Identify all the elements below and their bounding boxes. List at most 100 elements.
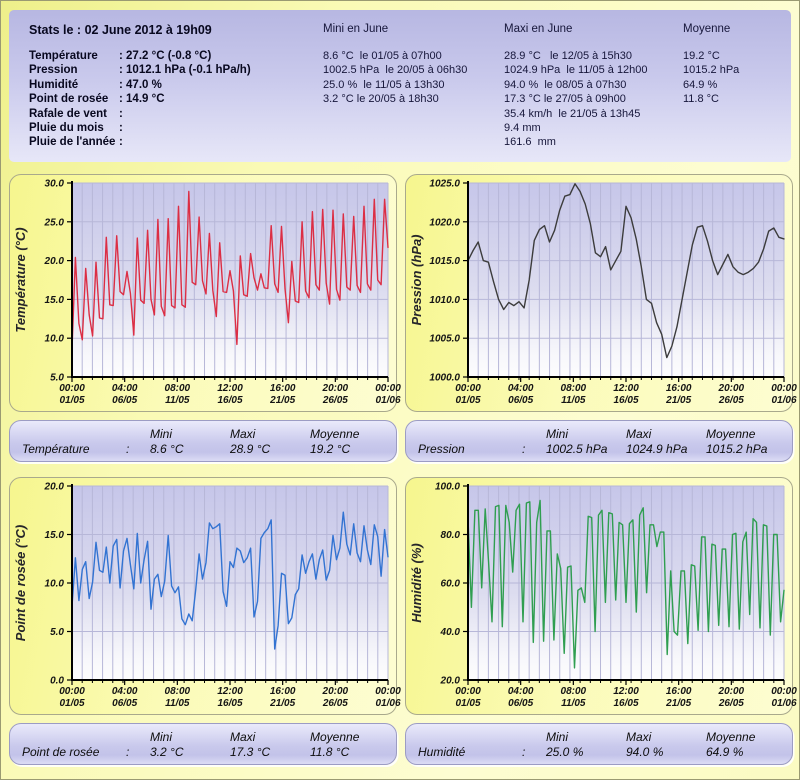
summary-header-maxi: Maxi: [626, 426, 652, 441]
x-tick-time: 00:00: [375, 686, 401, 697]
stat-current: :: [119, 136, 123, 149]
summary-label: Température: [22, 441, 90, 456]
stat-moyenne: 1015.2 hPa: [683, 64, 740, 77]
y-axis-title: Point de rosée (°C): [13, 525, 28, 641]
y-tick-label: 100.0: [435, 482, 460, 493]
summary-colon: :: [126, 744, 130, 759]
stat-mini: [323, 107, 504, 121]
summary-header-moyenne: Moyenne: [706, 729, 756, 744]
summary-maxi-value: 17.3 °C: [230, 744, 271, 759]
humidity-chart-panel: 20.0 40.0 60.0 80.0 100.0 00:00 01/05 04:00 06/0…: [405, 477, 797, 715]
x-tick-time: 12:00: [217, 686, 243, 697]
x-tick-time: 08:00: [561, 686, 587, 697]
y-tick-label: 5.0: [50, 373, 64, 384]
y-tick-label: 1000.0: [429, 373, 460, 384]
y-tick-label: 10.0: [45, 579, 65, 590]
x-tick-time: 12:00: [217, 383, 243, 394]
stat-mini: 3.2 °C le 20/05 à 18h30: [323, 93, 439, 106]
column-header-maxi: Maxi en June: [504, 23, 573, 35]
x-tick-time: 00:00: [771, 383, 797, 394]
summary-maxi-value: 94.0 %: [626, 744, 664, 759]
temperature-chart: 5.0 10.0 15.0 20.0 25.0 30.0 00:00 01/05 04:00 06…: [10, 177, 401, 411]
stat-maxi: 28.9 °C le 12/05 à 15h30: [504, 50, 632, 62]
stat-row: Température: 27.2 °C (-0.8 °C) 8.6 °C le …: [29, 49, 783, 63]
stat-current: : 1012.1 hPa (-0.1 hPa/h): [119, 64, 251, 77]
x-tick-time: 00:00: [375, 383, 401, 394]
pressure-block: 1000.0 1005.0 1010.0 1015.0 1020.0 1025.0 00:0…: [405, 174, 797, 462]
x-tick-time: 08:00: [561, 383, 587, 394]
x-tick-date: 11/05: [561, 395, 586, 406]
y-tick-label: 0.0: [50, 676, 64, 687]
y-tick-label: 5.0: [50, 627, 64, 638]
y-axis-title: Pression (hPa): [409, 234, 424, 325]
x-tick-time: 00:00: [59, 686, 85, 697]
x-tick-time: 04:00: [508, 383, 534, 394]
dewpoint-chart-svg: 0.05.010.015.020.000:0001/0504:0006/0508…: [13, 482, 401, 710]
stat-maxi: 17.3 °C le 27/05 à 09h00: [504, 93, 626, 106]
x-tick-date: 16/05: [613, 698, 638, 709]
y-tick-label: 20.0: [44, 256, 65, 267]
charts-grid: 5.0 10.0 15.0 20.0 25.0 30.0 00:00 01/05 04:00 06…: [9, 174, 797, 765]
dewpoint-block: 0.0 5.0 10.0 15.0 20.0 00:00 01/05 04:00 06/05 08…: [9, 477, 401, 765]
x-tick-time: 16:00: [270, 383, 296, 394]
summary-header-moyenne: Moyenne: [310, 426, 360, 441]
stat-moyenne: 64.9 %: [683, 78, 718, 91]
summary-header-maxi: Maxi: [230, 426, 256, 441]
humidity-summary-bar: Mini Maxi Moyenne Humidité : 25.0 % 94.0…: [405, 723, 793, 765]
stat-mini: 25.0 % le 11/05 à 13h30: [323, 78, 445, 91]
stat-label: Pluie du mois: [29, 122, 104, 135]
x-tick-date: 06/05: [112, 698, 137, 709]
x-tick-date: 11/05: [165, 698, 190, 709]
stat-maxi: 9.4 mm: [504, 122, 541, 135]
humidity-block: 20.0 40.0 60.0 80.0 100.0 00:00 01/05 04:00 06/0…: [405, 477, 797, 765]
summary-colon: :: [522, 441, 526, 456]
stat-moyenne: [683, 135, 783, 149]
stat-label: Pression: [29, 64, 78, 77]
stat-mini: [323, 121, 504, 135]
x-tick-time: 04:00: [112, 383, 138, 394]
x-tick-time: 12:00: [613, 686, 639, 697]
x-tick-date: 01/06: [375, 395, 400, 406]
x-tick-date: 01/06: [771, 698, 796, 709]
stat-moyenne: [683, 121, 783, 135]
y-tick-label: 1025.0: [429, 179, 460, 190]
x-tick-time: 20:00: [322, 383, 349, 394]
x-tick-time: 20:00: [718, 686, 745, 697]
stat-moyenne: 11.8 °C: [683, 93, 719, 106]
summary-mini-value: 3.2 °C: [150, 744, 184, 759]
summary-mini-value: 1002.5 hPa: [546, 441, 608, 456]
stats-header-title-row: Stats le : 02 June 2012 à 19h09 Mini en …: [29, 23, 783, 37]
stat-mini: [323, 135, 504, 149]
column-header-moyenne: Moyenne: [683, 23, 731, 35]
y-axis-title: Humidité (%): [409, 543, 424, 622]
dewpoint-summary-bar: Mini Maxi Moyenne Point de rosée : 3.2 °…: [9, 723, 397, 765]
stat-maxi: 35.4 km/h le 21/05 à 13h45: [504, 107, 641, 120]
x-tick-date: 26/05: [322, 395, 348, 406]
stat-label: Pluie de l'année: [29, 136, 116, 149]
x-tick-date: 21/05: [665, 395, 691, 406]
x-tick-date: 11/05: [165, 395, 190, 406]
stat-mini: 8.6 °C le 01/05 à 07h00: [323, 50, 442, 62]
summary-header-maxi: Maxi: [230, 729, 256, 744]
stat-maxi: 161.6 mm: [504, 136, 556, 149]
y-axis-title: Température (°C): [13, 227, 28, 332]
x-tick-time: 12:00: [613, 383, 639, 394]
summary-header-maxi: Maxi: [626, 729, 652, 744]
y-tick-label: 15.0: [45, 530, 65, 541]
stat-current: : 14.9 °C: [119, 93, 165, 106]
y-tick-label: 20.0: [440, 676, 461, 687]
summary-moyenne-value: 64.9 %: [706, 744, 744, 759]
pressure-chart-panel: 1000.0 1005.0 1010.0 1015.0 1020.0 1025.0 00:0…: [405, 174, 797, 412]
x-tick-date: 01/05: [455, 698, 480, 709]
stat-label: Point de rosée: [29, 93, 109, 106]
summary-moyenne-value: 11.8 °C: [310, 744, 350, 759]
stat-maxi: 1024.9 hPa le 11/05 à 12h00: [504, 64, 648, 77]
summary-label: Humidité: [418, 744, 466, 759]
stat-row: Rafale de vent: 35.4 km/h le 21/05 à 13h4…: [29, 107, 783, 121]
x-tick-date: 21/05: [269, 395, 295, 406]
y-tick-label: 1015.0: [429, 256, 460, 267]
y-tick-label: 20.0: [44, 482, 65, 493]
temperature-chart-svg: 5.010.015.020.025.030.000:0001/0504:0006…: [13, 179, 401, 407]
summary-moyenne-value: 19.2 °C: [310, 441, 351, 456]
